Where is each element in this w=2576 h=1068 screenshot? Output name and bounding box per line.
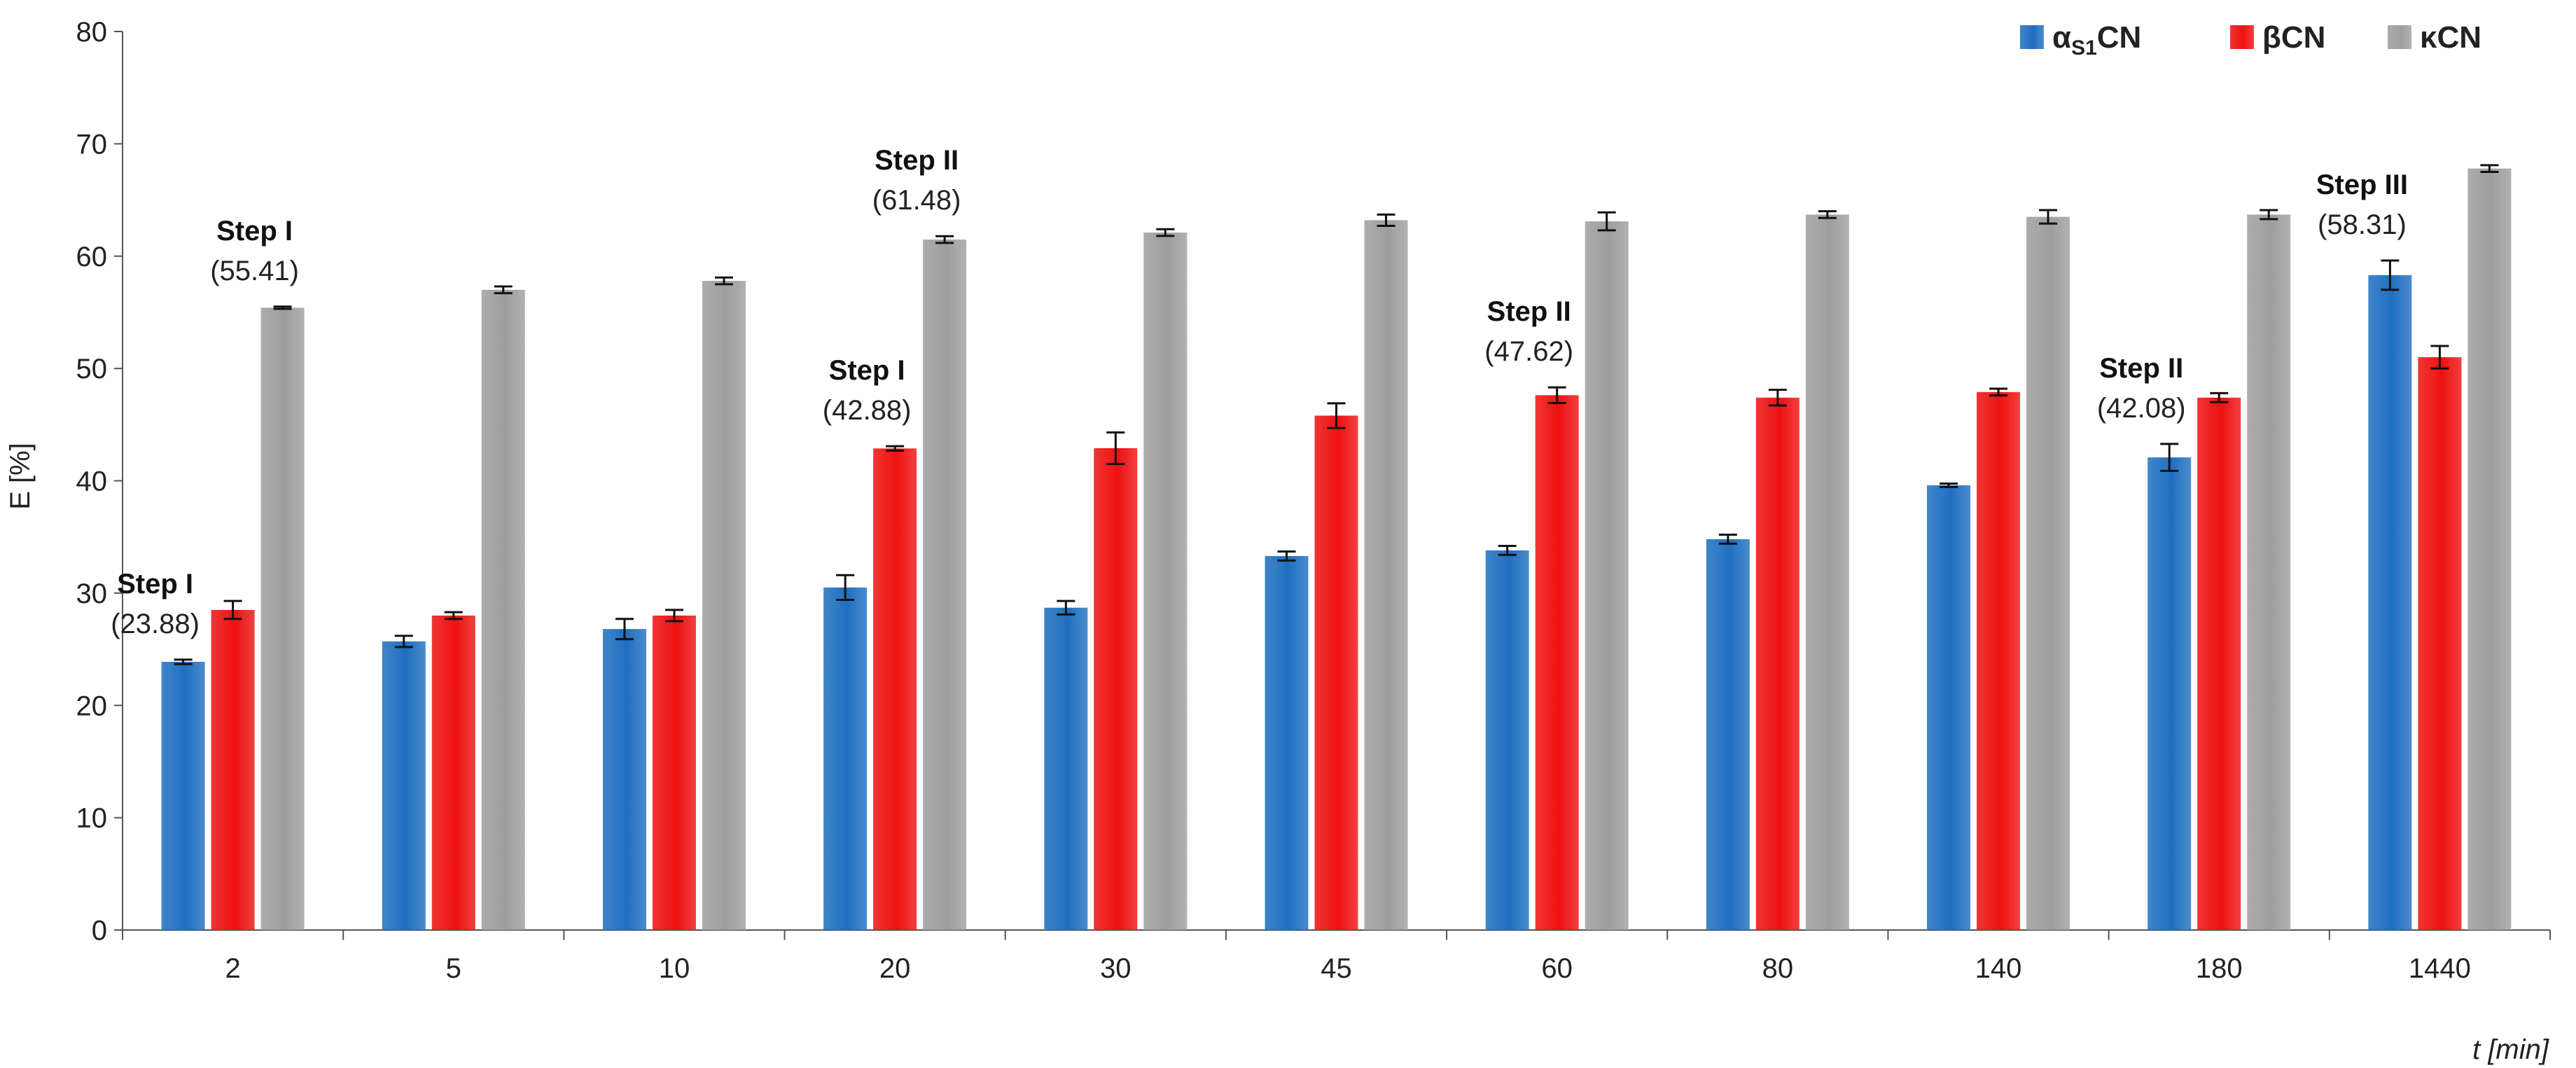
bar <box>2368 275 2412 930</box>
y-axis: 0 10 20 30 40 50 60 70 80 <box>76 17 123 946</box>
bar <box>923 240 967 930</box>
x-axis: 2 5 10 20 30 45 60 80 140 180 1440 <box>122 929 2551 984</box>
annotation-value: (55.41) <box>210 256 299 286</box>
bar <box>823 587 868 930</box>
annotation-value: (47.62) <box>1484 336 1573 367</box>
bar <box>2026 216 2070 930</box>
bar <box>1265 555 1309 930</box>
bar <box>1044 607 1088 930</box>
y-tick-label: 40 <box>76 466 108 497</box>
bar <box>1585 221 1629 930</box>
y-tick-label: 70 <box>76 129 108 160</box>
x-tick-label: 5 <box>446 953 461 984</box>
bar <box>2197 397 2241 930</box>
legend-label: βCN <box>2262 20 2325 55</box>
bar <box>2418 357 2462 930</box>
bar <box>1364 220 1408 930</box>
bar <box>161 662 205 930</box>
bar <box>2247 214 2291 930</box>
legend-label: αS1CN <box>2052 20 2141 60</box>
bar <box>1314 415 1358 930</box>
y-tick-label: 20 <box>76 691 108 721</box>
annotation-title: Step I <box>829 355 905 386</box>
x-tick-label: 180 <box>2196 953 2243 984</box>
x-tick-label: 2 <box>225 953 240 984</box>
x-tick-label: 1440 <box>2409 953 2471 984</box>
bar <box>652 615 696 930</box>
bar <box>211 609 255 930</box>
bar <box>702 281 746 931</box>
y-tick-label: 0 <box>92 915 107 946</box>
legend-label: κCN <box>2420 20 2481 55</box>
bar <box>1485 550 1529 930</box>
bar <box>1706 539 1750 930</box>
bar <box>1927 485 1971 930</box>
annotation-title: Step I <box>216 216 293 247</box>
annotations: Step I (23.88) Step I (55.41) Step I (42.88) S… <box>111 145 2408 639</box>
annotation-title: Step I <box>117 569 193 599</box>
bar <box>2147 457 2192 930</box>
legend-swatch <box>2020 25 2044 49</box>
x-tick-label: 140 <box>1975 953 2022 984</box>
x-tick-label: 80 <box>1762 953 1794 984</box>
y-tick-label: 50 <box>76 354 108 384</box>
x-tick-label: 20 <box>879 953 911 984</box>
annotation-value: (58.31) <box>2318 209 2407 240</box>
bar <box>1143 233 1188 930</box>
bar <box>1535 395 1579 930</box>
annotation-value: (61.48) <box>872 185 961 216</box>
y-tick-label: 30 <box>76 578 108 609</box>
annotation-value: (23.88) <box>111 609 200 639</box>
legend-swatch <box>2388 25 2411 49</box>
legend: αS1CN βCN κCN <box>2020 20 2481 60</box>
bar <box>382 641 426 930</box>
bar <box>1755 397 1799 930</box>
annotation-title: Step II <box>875 145 959 176</box>
bar <box>2467 168 2512 931</box>
bar <box>260 307 305 930</box>
bars <box>161 164 2512 931</box>
y-axis-title: E [%] <box>5 443 36 510</box>
legend-swatch <box>2230 25 2254 49</box>
y-tick-label: 80 <box>76 17 108 48</box>
x-tick-label: 45 <box>1321 953 1352 984</box>
bar <box>873 448 917 930</box>
annotation-title: Step III <box>2316 169 2408 200</box>
x-axis-title: t [min] <box>2472 1034 2549 1065</box>
x-tick-label: 30 <box>1100 953 1132 984</box>
x-tick-label: 10 <box>659 953 690 984</box>
annotation-title: Step II <box>1487 296 1571 327</box>
bar <box>1805 214 1849 930</box>
annotation-value: (42.08) <box>2097 393 2186 424</box>
y-tick-label: 10 <box>76 803 108 834</box>
annotation-title: Step II <box>2099 353 2183 384</box>
y-tick-label: 60 <box>76 242 108 272</box>
annotation-value: (42.88) <box>823 395 912 426</box>
bar <box>1094 448 1138 930</box>
bar <box>1977 391 2021 930</box>
bar <box>602 629 646 930</box>
bar <box>431 615 475 930</box>
bar <box>481 289 525 930</box>
x-tick-label: 60 <box>1541 953 1573 984</box>
